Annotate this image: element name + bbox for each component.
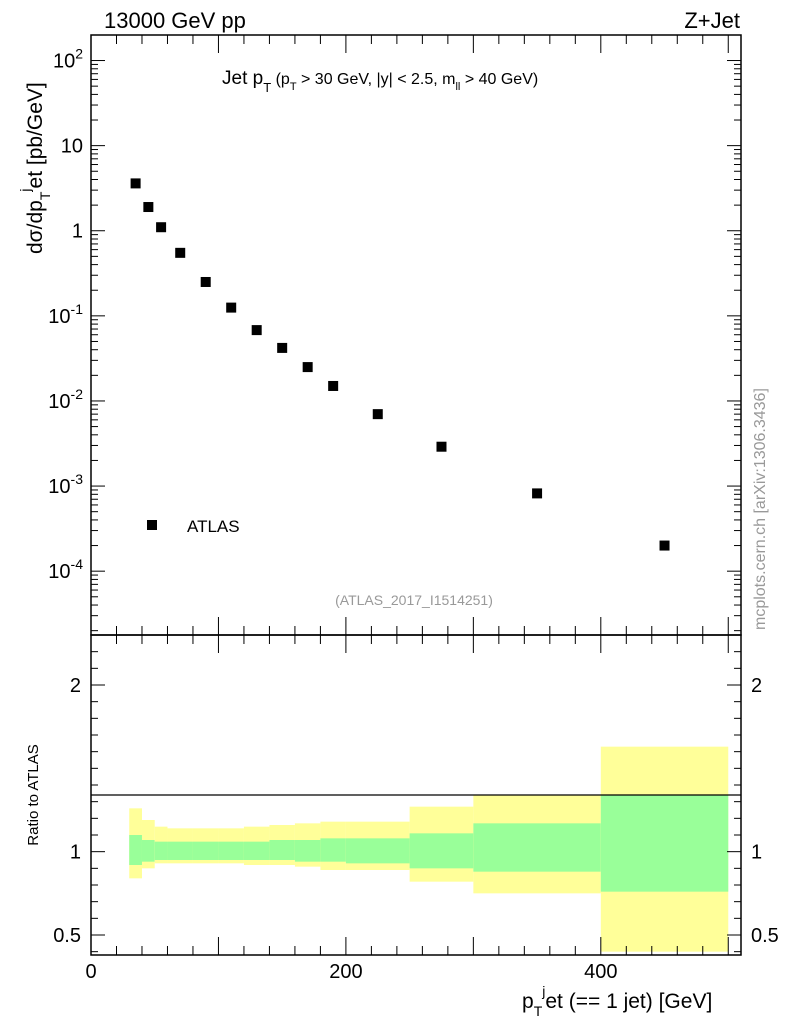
data-point-8	[302, 362, 313, 373]
ratio-stat-band-7	[269, 840, 295, 860]
ratio-stat-band-4	[192, 841, 219, 860]
data-point-12	[532, 488, 543, 499]
ratio-y-tick-label: 2	[70, 675, 81, 697]
x-tick-label: 400	[584, 961, 617, 983]
main-y-tick-label: 10-4	[48, 556, 83, 583]
x-tick-label: 0	[85, 961, 96, 983]
ratio-y-tick-label-right: 0.5	[751, 925, 779, 947]
ratio-y-tick-label-right: 1	[751, 842, 762, 864]
ratio-y-tick-label: 1	[70, 842, 81, 864]
legend-marker-atlas	[147, 520, 157, 530]
ratio-uncertainty-bands	[129, 746, 729, 952]
ratio-stat-band-8	[294, 840, 321, 862]
data-point-10	[372, 409, 383, 420]
ratio-stat-band-2	[154, 841, 168, 860]
main-y-tick-label: 10-3	[48, 471, 83, 498]
ratio-y-axis-label: Ratio to ATLAS	[25, 744, 42, 845]
ratio-y-tick-label: 0.5	[53, 925, 81, 947]
ratio-stat-band-10	[345, 838, 410, 864]
main-plot-title: Jet pT (pT > 30 GeV, |y| < 2.5, mll > 40…	[222, 68, 538, 95]
ratio-stat-band-5	[218, 841, 244, 860]
header-energy-label: 13000 GeV pp	[104, 8, 246, 33]
data-point-6	[251, 325, 262, 336]
data-point-5	[226, 302, 237, 313]
ratio-stat-band-11	[409, 833, 474, 869]
main-y-axis-ticks: 102 10 1 10-1 10-2 10-3 10-4	[48, 46, 741, 632]
ratio-stat-band-6	[243, 841, 270, 860]
main-y-tick-label: 102	[53, 46, 83, 73]
ratio-plot-frame	[90, 634, 742, 956]
data-point-7	[277, 342, 288, 353]
ratio-stat-band-0	[129, 835, 142, 865]
data-point-2	[156, 222, 167, 233]
main-y-tick-label: 10-1	[48, 301, 83, 328]
main-y-tick-label: 10-2	[48, 386, 83, 413]
main-plot-frame	[90, 34, 742, 636]
atlas-data-points	[130, 178, 670, 551]
analysis-tag: (ATLAS_2017_I1514251)	[335, 592, 493, 608]
data-point-3	[175, 247, 186, 258]
main-y-tick-label: 10	[61, 136, 83, 158]
data-point-9	[328, 380, 339, 391]
main-y-tick-label: 1	[72, 221, 83, 243]
ratio-stat-band-3	[167, 841, 193, 860]
data-point-13	[659, 540, 670, 551]
ratio-stat-band-13	[600, 795, 729, 892]
data-point-1	[143, 202, 154, 213]
ratio-stat-band-9	[320, 838, 346, 862]
data-point-4	[200, 276, 211, 287]
header-process-label: Z+Jet	[684, 8, 740, 33]
ratio-axis-ticks: 0 200 400 0.5 0.5 1 1 2 2	[53, 35, 779, 983]
ratio-stat-band-12	[473, 823, 601, 872]
watermark-text: mcplots.cern.ch [arXiv:1306.3436]	[752, 388, 769, 630]
x-tick-label: 200	[329, 961, 362, 983]
ratio-y-tick-label-right: 2	[751, 675, 762, 697]
data-point-0	[130, 178, 141, 189]
x-axis-label: pTjet (== 1 jet) [GeV]	[522, 983, 712, 1019]
ratio-stat-band-1	[141, 840, 155, 862]
main-y-axis-label: dσ/dpTjet [pb/GeV]	[17, 82, 53, 254]
data-point-11	[436, 441, 447, 452]
legend-label-atlas: ATLAS	[187, 517, 240, 536]
